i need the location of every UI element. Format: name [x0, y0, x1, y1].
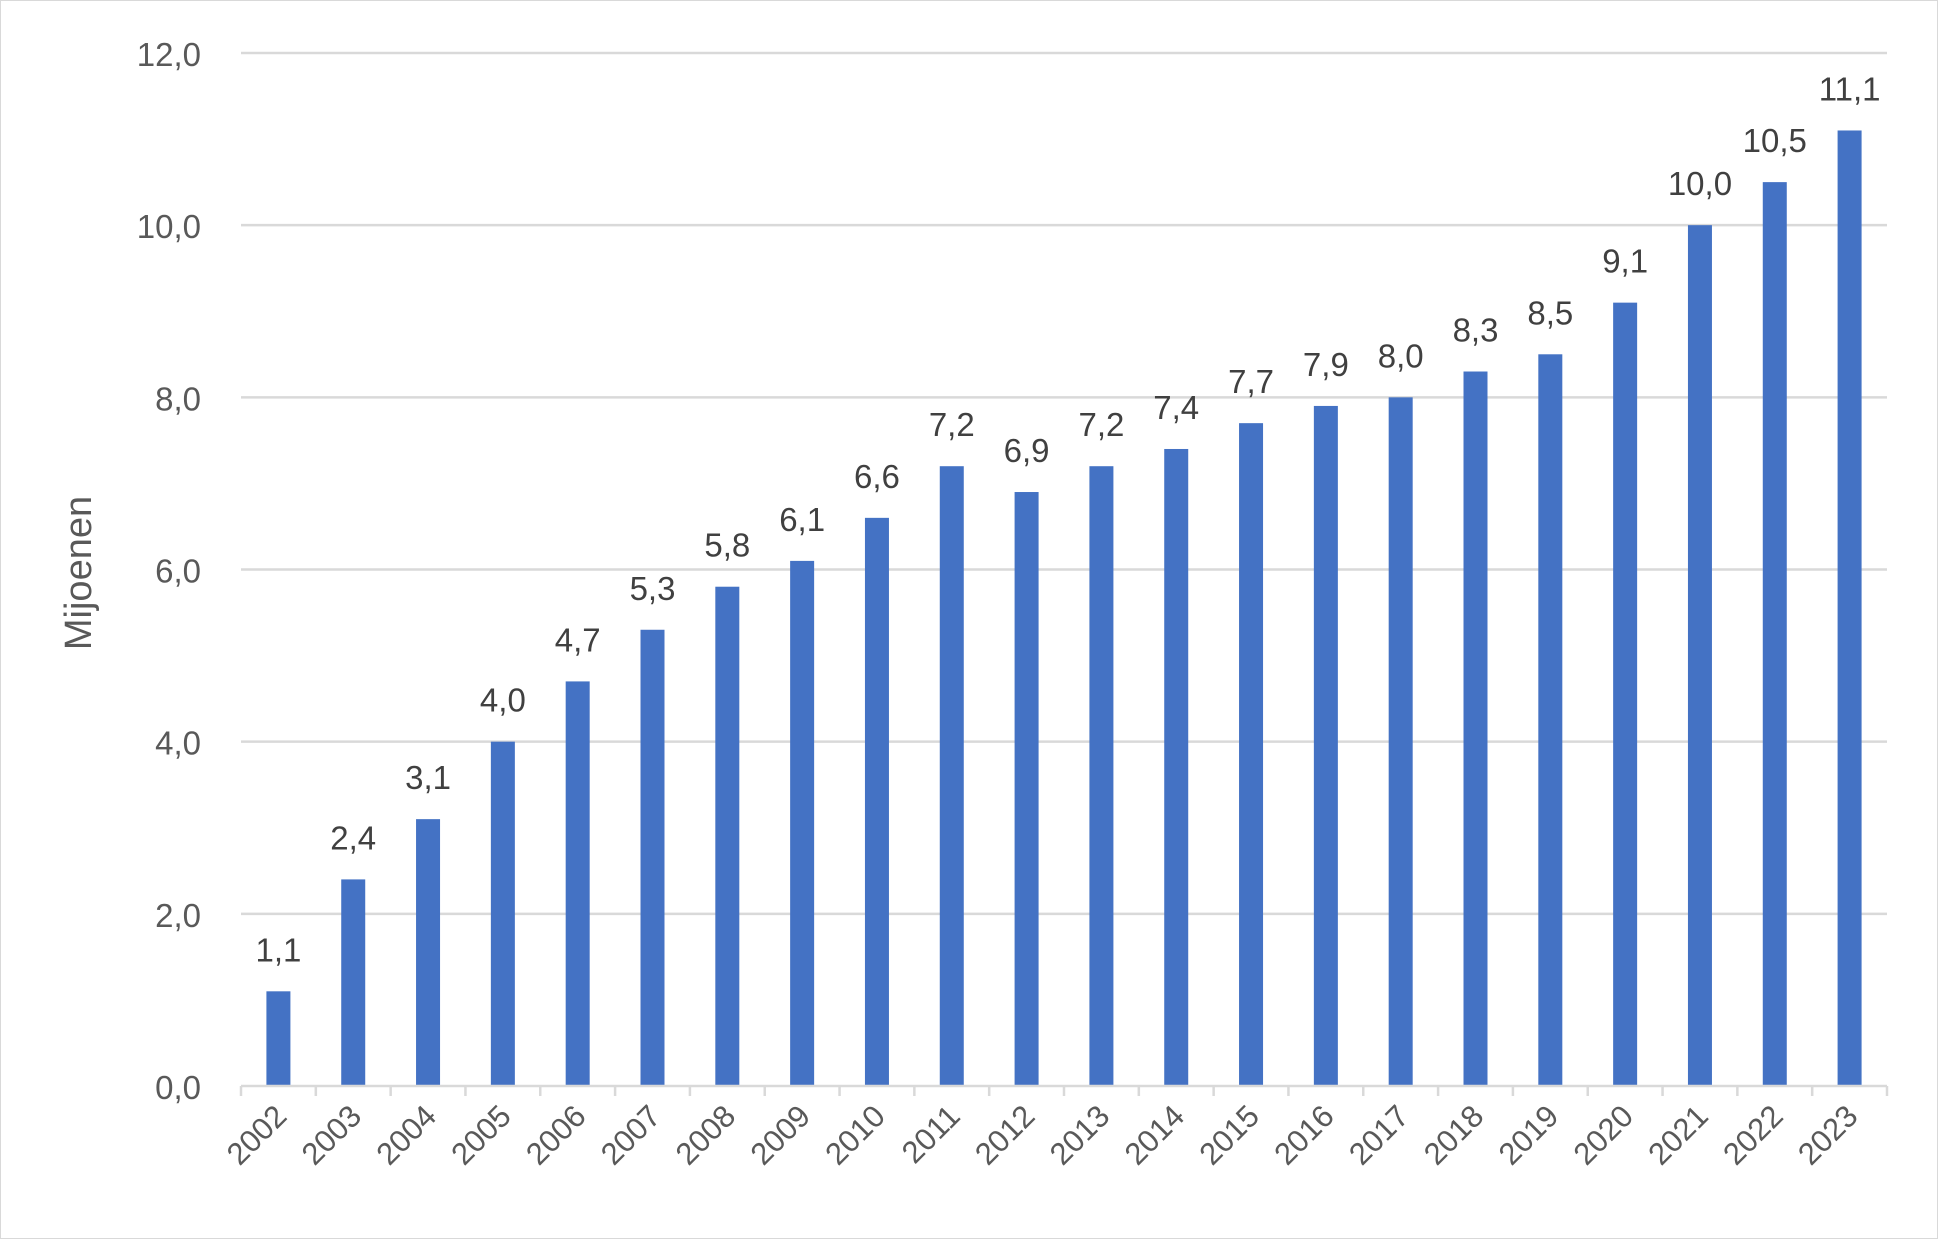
bar — [266, 991, 291, 1086]
data-label: 8,5 — [1527, 294, 1573, 331]
data-label: 5,3 — [630, 570, 676, 607]
bar — [715, 586, 740, 1086]
data-label: 6,6 — [854, 458, 900, 495]
data-label: 10,5 — [1743, 122, 1807, 159]
data-label: 11,1 — [1819, 70, 1881, 107]
data-label: 10,0 — [1668, 165, 1732, 202]
data-label: 8,0 — [1378, 337, 1424, 374]
bar — [1613, 302, 1638, 1086]
data-labels: 1,1 2,4 3,1 4,0 4,7 5,3 5,8 6,1 6,6 7,2 6,9 7,2 7,4 7… — [255, 70, 1880, 968]
bar — [1687, 225, 1712, 1086]
data-label: 8,3 — [1453, 312, 1499, 349]
bar — [1164, 448, 1189, 1086]
x-tick-label: 2004 — [369, 1098, 443, 1172]
bar — [790, 560, 815, 1086]
x-tick-label: 2008 — [669, 1098, 743, 1172]
y-axis-ticks: 0,0 2,0 4,0 6,0 8,0 10,0 12,0 — [137, 36, 201, 1106]
x-tick-label: 2002 — [220, 1098, 294, 1172]
x-tick-label: 2006 — [519, 1098, 593, 1172]
bar — [565, 681, 590, 1086]
data-label: 5,8 — [704, 527, 750, 564]
data-label: 6,1 — [779, 501, 825, 538]
x-tick-label: 2012 — [968, 1098, 1042, 1172]
x-tick-label: 2005 — [444, 1098, 518, 1172]
x-axis-ticks: 2002 2003 2004 2005 2006 2007 2008 2009 2010 2011… — [220, 1098, 1865, 1172]
data-label: 7,2 — [929, 406, 975, 443]
x-tick-label: 2014 — [1118, 1098, 1192, 1172]
bars — [266, 130, 1862, 1087]
bar — [1089, 466, 1114, 1086]
gridlines — [241, 51, 1887, 916]
x-tick-label: 2020 — [1567, 1098, 1641, 1172]
x-tick-label: 2019 — [1492, 1098, 1566, 1172]
y-tick-label: 8,0 — [155, 380, 201, 417]
data-label: 9,1 — [1602, 243, 1648, 280]
x-tick-label: 2023 — [1791, 1098, 1865, 1172]
y-tick-label: 6,0 — [155, 553, 201, 590]
x-tick-label: 2010 — [818, 1098, 892, 1172]
x-tick-label: 2022 — [1716, 1098, 1790, 1172]
bar — [1014, 492, 1039, 1086]
bar — [1538, 354, 1563, 1087]
x-tick-label: 2016 — [1267, 1098, 1341, 1172]
y-axis-label: Mijoenen — [58, 496, 100, 650]
bar — [1837, 130, 1862, 1087]
x-tick-label: 2021 — [1641, 1098, 1715, 1172]
y-tick-label: 2,0 — [155, 897, 201, 934]
bar — [1463, 371, 1488, 1087]
bar — [490, 741, 515, 1086]
data-label: 7,4 — [1153, 389, 1199, 426]
y-tick-label: 4,0 — [155, 725, 201, 762]
x-tick-label: 2003 — [295, 1098, 369, 1172]
bar — [864, 517, 889, 1086]
bar — [939, 466, 964, 1086]
x-tick-label: 2007 — [594, 1098, 668, 1172]
bar — [1313, 405, 1338, 1087]
data-label: 6,9 — [1004, 432, 1050, 469]
x-tick-label: 2009 — [744, 1098, 818, 1172]
bar — [416, 819, 441, 1086]
x-axis — [239, 1084, 1889, 1096]
data-label: 1,1 — [255, 931, 301, 968]
x-tick-label: 2011 — [895, 1098, 967, 1170]
bar — [341, 879, 366, 1086]
data-label: 7,9 — [1303, 346, 1349, 383]
data-label: 7,2 — [1078, 406, 1124, 443]
data-label: 7,7 — [1228, 363, 1274, 400]
x-tick-label: 2018 — [1417, 1098, 1491, 1172]
bar — [1388, 397, 1413, 1086]
bar — [1762, 182, 1787, 1086]
data-label: 4,0 — [480, 682, 526, 719]
data-label: 2,4 — [330, 819, 376, 856]
bar — [640, 629, 665, 1086]
bar — [1239, 423, 1264, 1086]
data-label: 3,1 — [405, 759, 451, 796]
y-tick-label: 12,0 — [137, 36, 201, 73]
x-tick-label: 2017 — [1342, 1098, 1416, 1172]
data-label: 4,7 — [555, 621, 601, 658]
y-tick-label: 10,0 — [137, 208, 201, 245]
y-tick-label: 0,0 — [155, 1069, 201, 1106]
x-tick-label: 2015 — [1192, 1098, 1266, 1172]
x-tick-label: 2013 — [1043, 1098, 1117, 1172]
